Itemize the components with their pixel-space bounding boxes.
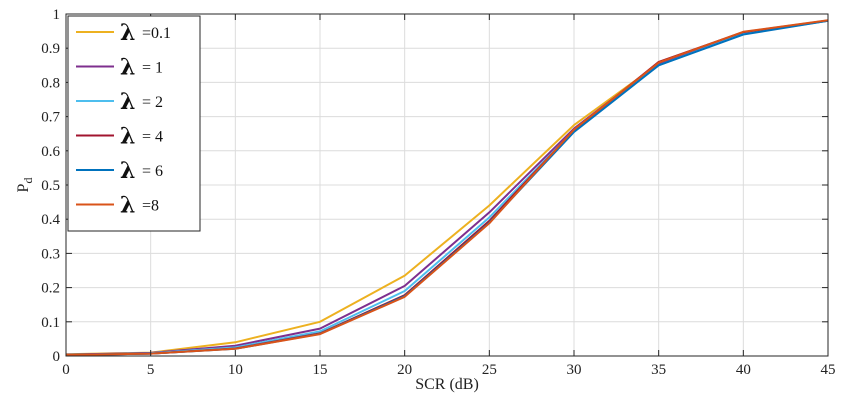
legend-label: =8 bbox=[142, 198, 159, 215]
y-tick-label: 0.1 bbox=[41, 315, 60, 331]
legend-lambda-symbol: λ bbox=[120, 124, 135, 150]
y-tick-label: 0.2 bbox=[41, 281, 60, 297]
legend-label: = 2 bbox=[142, 94, 163, 111]
x-tick-label: 40 bbox=[736, 362, 751, 378]
x-tick-label: 15 bbox=[313, 362, 328, 378]
y-tick-label: 0.4 bbox=[41, 212, 60, 228]
x-tick-label: 10 bbox=[228, 362, 243, 378]
legend-lambda-symbol: λ bbox=[120, 20, 135, 46]
y-tick-label: 0.5 bbox=[41, 178, 60, 194]
legend-lambda-symbol: λ bbox=[120, 89, 135, 115]
x-tick-label: 45 bbox=[821, 362, 836, 378]
x-tick-label: 5 bbox=[147, 362, 155, 378]
y-axis-title: Pd bbox=[15, 178, 35, 193]
tick-labels: 0 5 10 15 20 25 30 35 40 45 0 0.1 0.2 0.3 0.4 0.5 0.6 0.7… bbox=[41, 7, 835, 378]
legend-label: = 4 bbox=[142, 129, 163, 146]
y-tick-label: 0.9 bbox=[41, 41, 60, 57]
y-axis-title-subscript: d bbox=[21, 178, 35, 184]
legend-label: =0.1 bbox=[142, 25, 171, 42]
legend-label: = 6 bbox=[142, 163, 163, 180]
x-tick-label: 35 bbox=[651, 362, 666, 378]
x-axis-title: SCR (dB) bbox=[415, 376, 479, 393]
series-lines bbox=[65, 19, 829, 356]
legend-lambda-symbol: λ bbox=[120, 55, 135, 81]
legend-label: = 1 bbox=[142, 60, 163, 77]
legend-lambda-symbol: λ bbox=[120, 193, 135, 219]
y-tick-label: 0.8 bbox=[41, 75, 60, 91]
series-line bbox=[65, 19, 829, 356]
y-tick-label: 0.7 bbox=[41, 110, 60, 126]
y-tick-label: 0.6 bbox=[41, 144, 60, 160]
x-tick-label: 0 bbox=[62, 362, 70, 378]
legend-lambda-symbol: λ bbox=[120, 158, 135, 184]
y-tick-label: 0.3 bbox=[41, 246, 60, 262]
y-tick-label: 0 bbox=[53, 349, 61, 365]
x-tick-label: 30 bbox=[567, 362, 582, 378]
x-tick-label: 25 bbox=[482, 362, 497, 378]
x-tick-label: 20 bbox=[397, 362, 412, 378]
legend-box bbox=[67, 15, 201, 232]
legend: λ =0.1 λ = 1 λ = 2 λ = 4 λ = 6 λ =8 bbox=[67, 15, 201, 232]
y-tick-label: 1 bbox=[53, 7, 61, 23]
y-axis-title-main: P bbox=[15, 183, 32, 192]
